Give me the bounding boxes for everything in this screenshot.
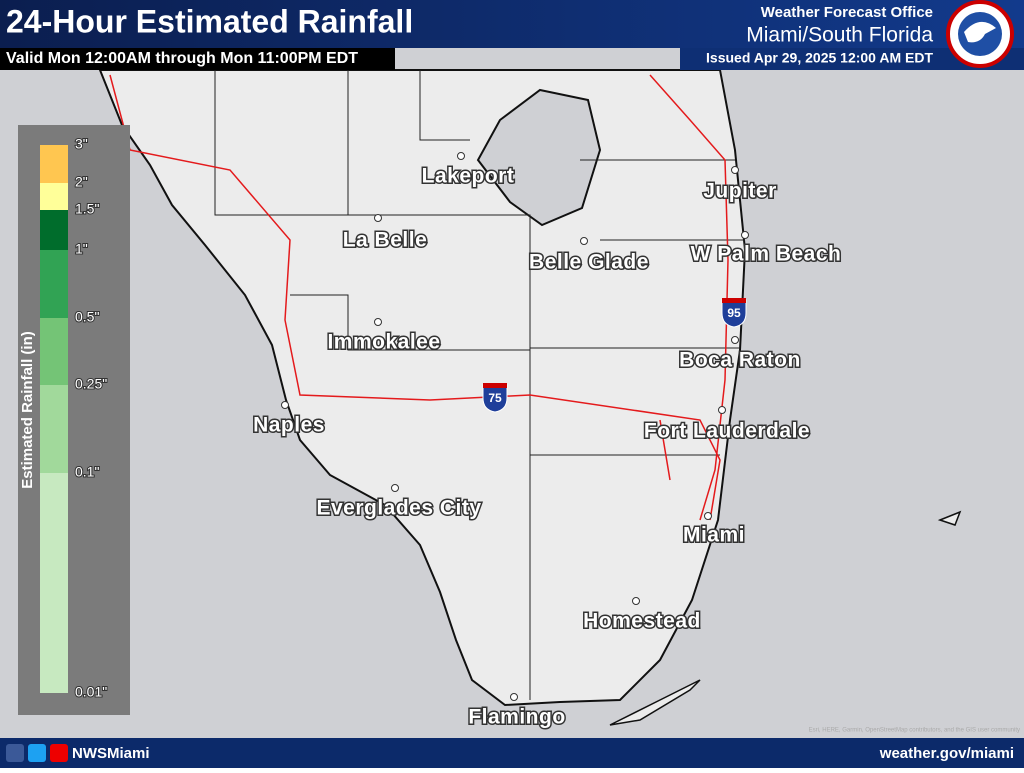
city-dot [580,237,588,245]
city-dot [281,401,289,409]
legend-tick-label: 0.01" [75,684,107,700]
legend-tick-label: 1.5" [75,201,99,217]
header-bar [0,0,1024,48]
city-dot [704,512,712,520]
website[interactable]: weather.gov/miami [879,745,1014,762]
city-label: Flamingo [468,706,565,729]
social-icons [6,744,68,762]
footer-bar [0,738,1024,768]
legend-tick-label: 3" [75,136,88,152]
city-dot [741,231,749,239]
city-label: Lakeport [422,165,515,188]
legend-swatch [40,183,68,210]
legend-box [18,125,130,715]
city-dot [731,166,739,174]
city-label: La Belle [343,229,428,252]
legend-title: Estimated Rainfall (in) [19,331,36,489]
issued-bar [680,48,1024,70]
city-dot [731,336,739,344]
legend-tick-label: 0.25" [75,376,107,392]
office: Weather Forecast Office [761,4,933,21]
city-label: Belle Glade [529,251,649,274]
issued: Issued Apr 29, 2025 12:00 AM EDT [706,50,933,66]
legend-tick-label: 2" [75,174,88,190]
legend-swatch [40,145,68,183]
county-lines [214,70,745,700]
highway-label: 95 [727,306,741,320]
city-label: W Palm Beach [691,243,842,266]
city-label: Everglades City [316,497,481,520]
city-dot [374,214,382,222]
legend-swatch [40,385,68,473]
office-name: Miami/South Florida [746,24,933,47]
legend-swatch [40,250,68,318]
city-label: Miami [683,524,745,547]
city-dot [632,597,640,605]
title: 24-Hour Estimated Rainfall [6,3,413,39]
city-dot [374,318,382,326]
city-label: Boca Raton [679,349,801,372]
city-label: Homestead [583,610,701,633]
attribution: Esri, HERE, Garmin, OpenStreetMap contri… [809,728,1020,734]
legend-swatch [40,318,68,385]
hwy-95: 95 [721,298,747,328]
city-dot [510,693,518,701]
nws-logo [946,0,1014,68]
valid-bar [0,48,395,70]
city-dot [391,484,399,492]
roads [109,74,729,521]
legend-tick-label: 1" [75,241,88,257]
city-label: Fort Lauderdale [644,420,810,443]
legend-tick-label: 0.5" [75,309,99,325]
legend-tick-label: 0.1" [75,464,99,480]
city-dot [718,406,726,414]
city-label: Jupiter [703,180,777,203]
city-label: Naples [253,414,325,437]
land [98,69,747,707]
legend-swatch [40,210,68,250]
city-dot [457,152,465,160]
valid-time: Valid Mon 12:00AM through Mon 11:00PM ED… [6,50,358,67]
social-handle[interactable]: NWSMiami [72,745,150,762]
legend-swatch [40,473,68,693]
hwy-75: 75 [482,383,508,413]
highway-label: 75 [488,391,502,405]
city-label: Immokalee [327,331,440,354]
keys [609,510,962,726]
